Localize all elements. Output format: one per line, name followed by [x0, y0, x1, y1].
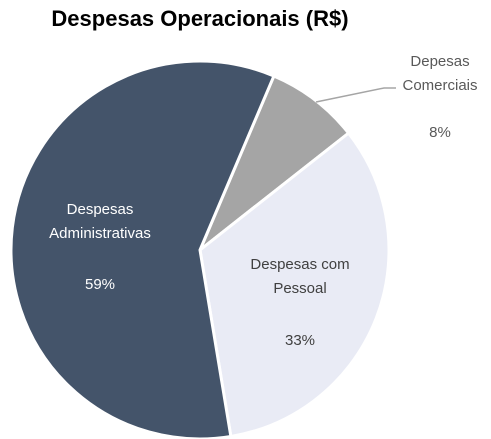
leader-line — [315, 87, 396, 103]
value-label: 33% — [284, 332, 316, 349]
pie-slice — [9, 59, 276, 439]
slice-label: Depesas Comerciais — [402, 53, 478, 94]
slice-label: Despesas Administrativas — [49, 201, 151, 242]
pie-slice — [198, 131, 391, 438]
value-label: 59% — [84, 276, 116, 293]
slice-label: Despesas com Pessoal — [250, 256, 350, 297]
chart-title: Despesas Operacionais (R$) — [51, 6, 349, 31]
value-label: 8% — [429, 124, 451, 141]
pie-slice — [198, 74, 351, 252]
